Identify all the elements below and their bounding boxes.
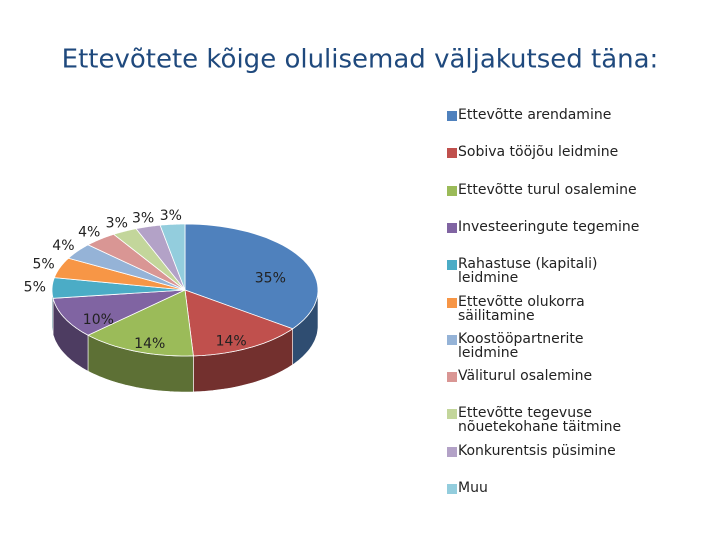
slice: [51, 277, 186, 299]
legend-swatch: [447, 148, 457, 159]
legend-label: Koostööpartnerite leidmine: [458, 330, 584, 361]
slice: [67, 244, 186, 291]
chart-title: Ettevõtete kõige olulisemad väljakutsed …: [62, 45, 659, 75]
legend-swatch: [447, 260, 457, 271]
data-label: 35%: [255, 270, 286, 286]
legend-swatch: [447, 297, 457, 308]
legend-swatch: [447, 185, 457, 196]
slice: [112, 228, 186, 291]
slice: [87, 289, 194, 357]
legend-swatch: [447, 409, 457, 420]
legend-label: Ettevõtte turul osalemine: [458, 181, 637, 198]
legend-swatch: [447, 111, 457, 121]
data-label: 4%: [52, 238, 74, 254]
legend-label: Sobiva tööjõu leidmine: [458, 144, 619, 161]
legend-swatch: [447, 372, 457, 383]
legend-label: Ettevõtte arendamine: [458, 107, 612, 123]
legend-swatch: [447, 334, 457, 345]
slice: [135, 224, 186, 291]
legend-swatch: [447, 446, 457, 457]
data-label: 10%: [83, 312, 114, 328]
slice: [184, 223, 319, 330]
slice: [87, 233, 186, 291]
slice: [159, 223, 186, 291]
slice: [52, 289, 186, 336]
data-label: 14%: [216, 334, 247, 350]
data-label: 3%: [106, 216, 128, 232]
legend-label: Muu: [458, 480, 488, 496]
legend-label: Investeeringute tegemine: [458, 218, 640, 235]
legend-swatch: [447, 484, 457, 494]
data-label: 3%: [160, 208, 182, 224]
slice: [53, 257, 186, 291]
data-label: 3%: [132, 210, 154, 226]
data-label: 14%: [134, 336, 165, 352]
legend-swatch: [447, 222, 457, 233]
legend-label: Konkurentsis püsimine: [458, 442, 616, 459]
slice: [184, 289, 294, 357]
data-label: 5%: [24, 280, 46, 296]
legend-label: Ettevõtte tegevuse nõuetekohane täitmine: [458, 405, 622, 436]
data-label: 5%: [32, 257, 54, 273]
legend-label: Rahastuse (kapitali) leidmine: [458, 256, 598, 287]
legend-label: Ettevõtte olukorra säilitamine: [458, 293, 585, 324]
legend-label: Väliturul osalemine: [458, 368, 593, 385]
data-label: 4%: [78, 225, 100, 241]
